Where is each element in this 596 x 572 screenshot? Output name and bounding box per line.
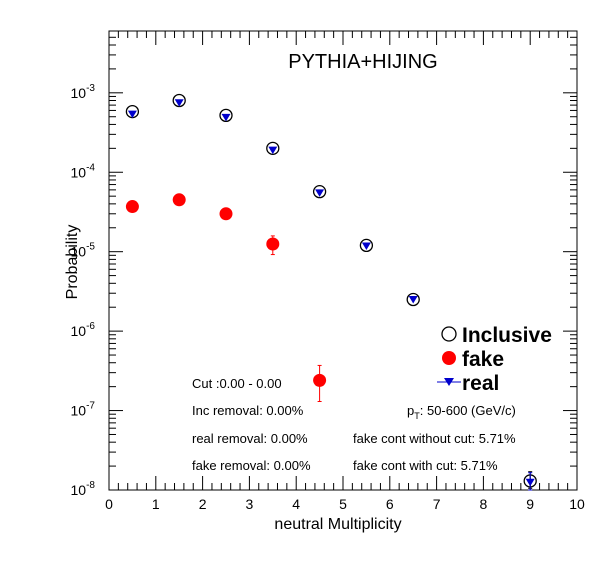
legend-entry-inclusive: Inclusive	[441, 324, 552, 347]
y-tick-exponent: -7	[86, 401, 95, 412]
annotation-pt-prefix: p	[407, 403, 414, 418]
x-tick-label: 10	[569, 496, 585, 512]
annotation-pt-suffix: : 50-600 (GeV/c)	[420, 403, 516, 418]
y-tick-base: 10	[71, 85, 87, 101]
chart-title: PYTHIA+HIJING	[288, 51, 437, 73]
legend-entry-fake: fake	[442, 348, 504, 371]
y-axis-label: Probability	[64, 225, 81, 300]
legend-inclusive-marker	[441, 326, 457, 342]
y-tick-base: 10	[71, 164, 87, 180]
data-points	[125, 93, 537, 491]
legend-real-label: real	[462, 372, 499, 395]
y-tick-exponent: -8	[86, 480, 95, 491]
legend-fake-marker	[442, 351, 456, 365]
data-point-fake	[172, 193, 186, 207]
x-tick-label: 2	[199, 496, 207, 512]
annotation-fake-removal: fake removal: 0.00%	[192, 458, 311, 473]
data-point-fake	[313, 373, 327, 387]
data-point-inclusive	[406, 292, 420, 307]
y-tick-exponent: -5	[86, 242, 95, 253]
data-point-inclusive	[312, 184, 327, 199]
y-tick-exponent: -4	[86, 162, 95, 173]
x-tick-label: 6	[386, 496, 394, 512]
data-point-real	[525, 478, 535, 487]
annotation-inc-removal: Inc removal: 0.00%	[192, 403, 304, 418]
annotation-cut: Cut :0.00 - 0.00	[192, 376, 282, 391]
x-tick-label: 8	[480, 496, 488, 512]
data-point-real	[174, 99, 184, 107]
y-tick-base: 10	[71, 403, 87, 419]
data-point-real	[127, 110, 137, 119]
legend-entry-real: real	[437, 372, 499, 395]
data-point-real	[408, 296, 418, 304]
data-point-inclusive	[266, 141, 280, 155]
x-tick-label: 9	[526, 496, 534, 512]
data-point-fake	[125, 200, 139, 214]
x-axis: 0 1 2 3 4 5 6 7 8 9 10	[105, 31, 585, 512]
data-point-real	[361, 242, 371, 250]
data-point-real	[221, 113, 231, 122]
data-point-inclusive	[359, 238, 374, 253]
y-axis: 10-810-710-610-510-410-3	[71, 30, 577, 498]
y-tick-label: 10-4	[71, 162, 96, 180]
y-tick-base: 10	[71, 482, 87, 498]
data-point-real	[315, 189, 325, 197]
y-tick-exponent: -6	[86, 321, 95, 332]
x-tick-label: 4	[292, 496, 300, 512]
annotation-fake-cont-with: fake cont with cut: 5.71%	[353, 458, 498, 473]
data-point-real	[268, 146, 278, 155]
x-axis-label: neutral Multiplicity	[274, 516, 401, 533]
annotation-pt-range: pT: 50-600 (GeV/c)	[407, 403, 516, 421]
data-point-fake	[266, 237, 280, 251]
legend-inclusive-label: Inclusive	[462, 324, 552, 347]
y-tick-exponent: -3	[86, 83, 95, 94]
x-tick-label: 7	[433, 496, 441, 512]
y-tick-label: 10-8	[71, 480, 96, 498]
legend-fake-label: fake	[462, 348, 504, 371]
legend: Inclusive fake real	[437, 324, 552, 395]
legend-real-marker	[444, 378, 454, 386]
annotation-real-removal: real removal: 0.00%	[192, 431, 308, 446]
x-tick-label: 5	[339, 496, 347, 512]
x-tick-label: 1	[152, 496, 160, 512]
data-point-fake	[219, 207, 233, 221]
y-tick-label: 10-3	[71, 83, 96, 101]
annotation-fake-cont-without: fake cont without cut: 5.71%	[353, 431, 516, 446]
x-tick-label: 0	[105, 496, 113, 512]
annotations: Cut :0.00 - 0.00 Inc removal: 0.00% real…	[192, 376, 516, 473]
y-tick-base: 10	[71, 323, 87, 339]
y-tick-base: 10	[71, 244, 87, 260]
y-tick-label: 10-6	[71, 321, 96, 339]
y-tick-label: 10-5	[71, 242, 96, 260]
annotation-pt-sub: T	[414, 411, 420, 421]
x-tick-label: 3	[246, 496, 254, 512]
y-tick-label: 10-7	[71, 401, 96, 419]
